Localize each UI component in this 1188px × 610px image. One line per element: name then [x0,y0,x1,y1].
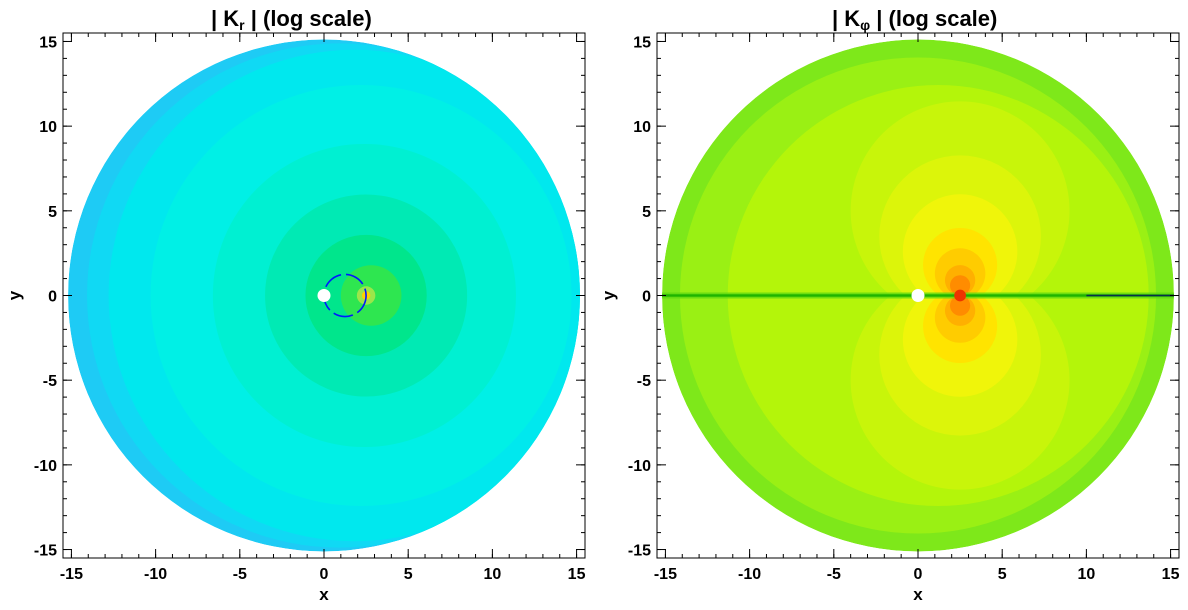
x-tick-label: 5 [404,566,413,583]
y-tick-label: -5 [43,373,57,390]
x-tick-label: -5 [827,566,841,583]
x-tick-label: 5 [998,566,1007,583]
x-tick-label: 10 [1077,566,1095,583]
y-tick-label: 15 [39,34,57,51]
kphi-heatmap-plot: -15 -10 -5 0 5 10 15 -15 -10 -5 0 5 10 15 x y [599,32,1180,604]
kr-panel: | Kr | (log scale) -15 -10 -5 0 5 10 15 -15 -10-… [0,0,594,605]
x-tick-label: 10 [483,566,501,583]
x-tick-label: 0 [914,566,923,583]
x-tick-label: 15 [1162,566,1180,583]
heatmap-field [68,39,580,552]
axis-dark-line [1086,294,1174,297]
y-tick-label: -10 [628,458,651,475]
kphi-panel: | Kφ | (log scale) -15 -10 -5 0 5 10 15 -15 -10-… [594,0,1188,605]
x-tick-label: -5 [233,566,247,583]
y-tick-label: 10 [39,119,57,136]
y-tick-label: 5 [48,204,57,221]
x-tick-label: 0 [320,566,329,583]
field-peak-marker [954,289,966,302]
y-tick-label: 15 [633,34,651,51]
x-tick-label: -10 [738,566,761,583]
source-point [911,289,925,302]
y-tick-label: 0 [642,289,651,306]
y-tick-label: -5 [637,373,651,390]
y-tick-label: 10 [633,119,651,136]
x-tick-label: -10 [144,566,167,583]
y-tick-label: -15 [628,543,651,560]
y-axis-label: y [599,290,618,300]
field-lobe [949,275,971,296]
kr-heatmap-plot: -15 -10 -5 0 5 10 15 -15 -10 -5 0 5 10 15 x y [5,32,586,604]
x-tick-label: -15 [60,566,83,583]
y-axis-label: y [5,290,24,300]
y-tick-label: -15 [34,543,57,560]
chart-title: | Kφ | (log scale) [832,6,998,33]
source-point [317,289,331,302]
field-lobe [949,295,971,316]
x-tick-label: -15 [654,566,677,583]
x-axis-label: x [319,585,329,604]
y-tick-label: 5 [642,204,651,221]
y-tick-label: -10 [34,458,57,475]
x-axis-label: x [913,585,923,604]
x-tick-label: 15 [568,566,586,583]
chart-title: | Kr | (log scale) [211,6,372,33]
y-tick-label: 0 [48,289,57,306]
